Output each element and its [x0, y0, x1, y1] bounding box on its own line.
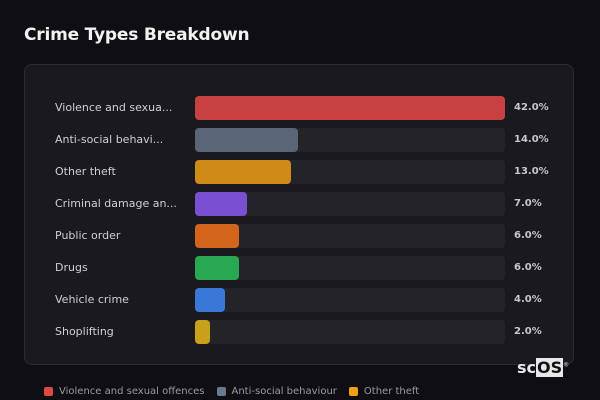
category-label: Vehicle crime [55, 293, 129, 306]
logo-text: sc [517, 358, 537, 377]
bar[interactable] [195, 160, 291, 184]
bar[interactable] [195, 128, 299, 152]
category-label: Drugs [55, 261, 88, 274]
legend-swatch [348, 387, 358, 396]
value-label: 42.0% [514, 102, 549, 113]
bar[interactable] [195, 320, 210, 344]
value-label: 6.0% [514, 230, 542, 241]
value-label: 14.0% [514, 134, 549, 145]
bar-track [195, 224, 505, 248]
bar-row: Other theft 13.0% [25, 160, 573, 184]
value-label: 7.0% [514, 198, 542, 209]
bar-track [195, 320, 505, 344]
legend-label: Violence and sexual offences [59, 386, 205, 397]
bar-row: Vehicle crime 4.0% [25, 288, 573, 312]
value-label: 2.0% [514, 326, 542, 337]
bar[interactable] [195, 224, 240, 248]
legend-item[interactable]: Other theft [348, 386, 420, 397]
legend-swatch [44, 387, 53, 396]
category-label: Violence and sexua... [55, 101, 173, 114]
bar-track [195, 288, 505, 312]
bar-row: Drugs 6.0% [25, 256, 573, 280]
value-label: 13.0% [514, 166, 549, 177]
bar-row: Criminal damage an... 7.0% [25, 192, 573, 216]
category-label: Other theft [55, 165, 116, 178]
bar[interactable] [195, 288, 225, 312]
bar[interactable] [195, 256, 240, 280]
legend-label: Other theft [363, 386, 420, 397]
scos-logo: scOS® [517, 358, 569, 377]
bar-row: Shoplifting 2.0% [25, 320, 573, 344]
bar-track [195, 256, 505, 280]
bar-track [195, 96, 505, 120]
legend: Violence and sexual offences Anti-social … [44, 386, 419, 397]
bar-track [195, 160, 505, 184]
bar-track [195, 128, 505, 152]
bar-row: Public order 6.0% [25, 224, 573, 248]
bar-row: Anti-social behavi... 14.0% [25, 128, 573, 152]
legend-item[interactable]: Anti-social behaviour [216, 386, 337, 397]
bar-track [195, 192, 505, 216]
logo-text-box: OS [536, 358, 564, 377]
legend-swatch [216, 387, 226, 396]
legend-label: Anti-social behaviour [231, 386, 337, 397]
chart-card: Violence and sexua... 42.0% Anti-social b… [24, 64, 574, 365]
value-label: 4.0% [514, 294, 542, 305]
category-label: Shoplifting [55, 325, 114, 338]
bar[interactable] [195, 96, 505, 120]
value-label: 6.0% [514, 262, 542, 273]
category-label: Public order [55, 229, 121, 242]
bar-row: Violence and sexua... 42.0% [25, 96, 573, 120]
bar[interactable] [195, 192, 247, 216]
legend-item[interactable]: Violence and sexual offences [44, 386, 205, 397]
registered-mark: ® [563, 361, 570, 369]
category-label: Anti-social behavi... [55, 133, 164, 146]
category-label: Criminal damage an... [55, 197, 177, 210]
chart-title: Crime Types Breakdown [24, 25, 250, 45]
